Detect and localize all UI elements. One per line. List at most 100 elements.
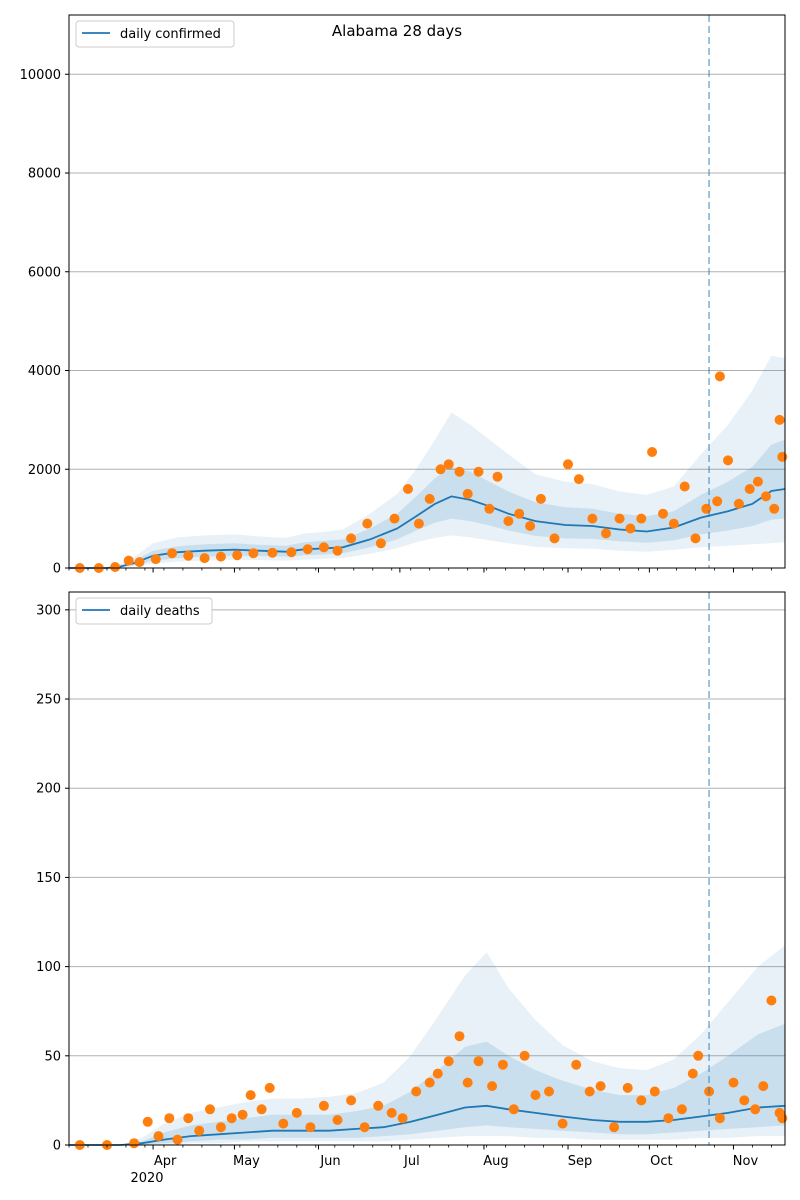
legend-label: daily confirmed — [120, 27, 221, 42]
data-point — [668, 518, 679, 529]
data-point — [573, 474, 584, 485]
data-point — [153, 1131, 164, 1142]
axes-frame — [68, 591, 786, 1146]
data-point — [226, 1113, 237, 1124]
data-point — [595, 1081, 606, 1092]
deaths-points — [74, 995, 788, 1150]
data-point — [215, 551, 226, 562]
data-point — [769, 503, 780, 514]
data-point — [508, 1104, 519, 1115]
data-point — [571, 1059, 582, 1070]
confirmed-band-outer — [69, 355, 785, 568]
data-point — [658, 508, 668, 519]
data-point — [563, 459, 573, 470]
data-point — [557, 1118, 568, 1129]
deaths-band-outer — [69, 945, 785, 1145]
data-point — [487, 1081, 498, 1092]
band-outer — [69, 355, 785, 568]
y-tick-label: 10000 — [20, 68, 61, 83]
data-point — [318, 542, 329, 553]
data-point — [150, 554, 161, 565]
data-point — [462, 488, 473, 499]
legend-box — [75, 597, 213, 625]
y-tick-label: 250 — [36, 693, 61, 708]
data-point — [172, 1134, 183, 1145]
data-point — [774, 414, 785, 425]
data-point — [750, 1104, 761, 1115]
data-point — [286, 547, 297, 558]
y-tick-label: 200 — [36, 782, 61, 797]
confirmed-y-ticks: 0 2000 4000 6000 8000 10000 — [20, 68, 69, 577]
data-point — [332, 545, 343, 556]
deaths-panel: 0 50 100 150 200 250 300 daily deaths Apr May Ju… — [36, 591, 788, 1186]
data-point — [693, 1050, 704, 1061]
deaths-legend: daily deaths — [75, 597, 213, 625]
data-point — [142, 1116, 153, 1127]
data-point — [443, 459, 454, 470]
data-point — [484, 503, 495, 514]
data-point — [609, 1122, 620, 1133]
y-tick-label: 8000 — [28, 167, 61, 182]
data-point — [245, 1090, 256, 1101]
data-point — [714, 1113, 725, 1124]
data-point — [462, 1077, 473, 1088]
data-point — [777, 1113, 788, 1124]
data-point — [712, 496, 723, 507]
deaths-y-ticks: 0 50 100 150 200 250 300 — [36, 603, 69, 1154]
data-point — [766, 995, 777, 1006]
data-point — [110, 562, 121, 572]
data-point — [473, 466, 484, 477]
data-point — [305, 1122, 316, 1133]
data-point — [777, 451, 788, 462]
data-point — [167, 548, 178, 559]
data-point — [530, 1090, 541, 1101]
data-point — [587, 513, 598, 524]
deaths-axes — [68, 591, 786, 1146]
data-point — [503, 516, 514, 527]
y-tick-label: 6000 — [28, 265, 61, 280]
data-point — [237, 1109, 248, 1120]
data-point — [134, 557, 145, 568]
confirmed-legend: daily confirmed — [75, 20, 235, 48]
data-point — [435, 464, 446, 475]
data-point — [199, 553, 210, 564]
data-point — [375, 538, 386, 549]
data-point — [129, 1138, 140, 1149]
month-label: Oct — [650, 1154, 672, 1169]
data-point — [346, 533, 357, 544]
band-outer — [69, 945, 785, 1145]
data-point — [728, 1077, 739, 1088]
data-point — [291, 1107, 302, 1118]
month-labels: Apr May Jun Jul Aug Sep Oct Nov — [154, 1154, 759, 1169]
confirmed-grid — [69, 73, 785, 470]
y-tick-label: 0 — [53, 1139, 61, 1154]
confirmed-median-line — [69, 488, 786, 569]
confirmed-x-ticks — [68, 568, 772, 573]
data-point — [614, 513, 625, 524]
data-point — [535, 493, 546, 504]
confirmed-axes — [68, 14, 786, 569]
data-point — [373, 1100, 384, 1111]
data-point — [267, 547, 278, 558]
data-point — [584, 1086, 595, 1097]
data-point — [676, 1104, 687, 1115]
month-label: Apr — [154, 1154, 177, 1169]
data-point — [492, 471, 503, 482]
y-tick-label: 50 — [44, 1049, 61, 1064]
y-tick-label: 300 — [36, 603, 61, 618]
axes-frame — [68, 14, 786, 569]
data-point — [739, 1095, 750, 1106]
data-point — [622, 1082, 633, 1093]
data-point — [205, 1104, 215, 1115]
data-point — [497, 1059, 508, 1070]
data-point — [752, 476, 763, 487]
deaths-x-ticks — [68, 1145, 772, 1150]
data-point — [544, 1086, 554, 1097]
data-point — [278, 1118, 289, 1129]
data-point — [690, 533, 701, 544]
data-point — [454, 466, 465, 477]
data-point — [362, 518, 373, 529]
data-point — [424, 1077, 435, 1088]
month-label: Sep — [568, 1154, 593, 1169]
data-point — [164, 1113, 175, 1124]
